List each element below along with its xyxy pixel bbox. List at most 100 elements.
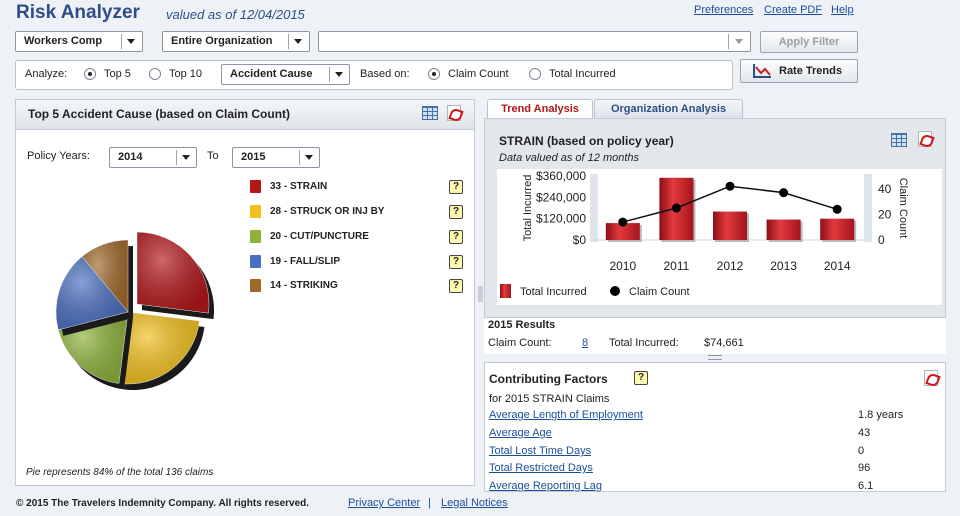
legend-label-strain: 33 - STRAIN xyxy=(270,181,328,192)
pdf-icon[interactable] xyxy=(924,370,938,386)
top10-label: Top 10 xyxy=(169,68,203,80)
bar-total-incurred xyxy=(605,223,640,240)
claim-count-label: Claim Count xyxy=(448,68,509,80)
bar-total-incurred xyxy=(766,219,801,240)
to-year-select[interactable]: 2015 xyxy=(232,147,320,168)
total-incurred-result-value: $74,661 xyxy=(704,337,744,349)
trend-chart-icon xyxy=(753,64,771,78)
line-of-business-select[interactable]: Workers Comp xyxy=(15,31,143,52)
from-year-select[interactable]: 2014 xyxy=(109,147,197,168)
legend-marker-claim-count xyxy=(610,286,620,296)
analyze-label: Analyze: xyxy=(25,68,68,80)
rate-trends-label: Rate Trends xyxy=(779,65,842,77)
grid-icon[interactable] xyxy=(891,133,907,147)
claim-count-result-link[interactable]: 8 xyxy=(582,337,589,349)
y-tick-label: $240,000 xyxy=(536,190,586,204)
pdf-icon[interactable] xyxy=(918,131,932,147)
dimension-value: Accident Cause xyxy=(230,68,313,80)
factor-link[interactable]: Total Restricted Days xyxy=(489,462,593,474)
contributing-factors-panel: Contributing Factors ? for 2015 STRAIN C… xyxy=(484,362,946,492)
y-right-tick-label: 0 xyxy=(878,233,885,247)
pie-highlight xyxy=(137,232,210,314)
trend-chart: $0 $120,000 $240,000 $360,000 0 20 40 Total Inc… xyxy=(500,169,909,298)
factor-link[interactable]: Average Reporting Lag xyxy=(489,480,602,492)
top5-radio[interactable] xyxy=(84,68,96,80)
y-right-tick-label: 20 xyxy=(878,207,892,221)
help-link[interactable]: Help xyxy=(831,4,854,16)
tab-trend-analysis[interactable]: Trend Analysis xyxy=(487,99,593,119)
pie-highlight xyxy=(56,256,128,330)
help-icon[interactable]: ? xyxy=(449,279,463,293)
legend-label-claim-count: Claim Count xyxy=(629,286,690,298)
pdf-icon[interactable] xyxy=(447,105,461,121)
claim-count-radio[interactable] xyxy=(428,68,440,80)
y-tick-label: $120,000 xyxy=(536,212,586,226)
chevron-down-icon xyxy=(182,155,190,160)
help-icon[interactable]: ? xyxy=(449,255,463,269)
help-icon[interactable]: ? xyxy=(449,205,463,219)
legal-link[interactable]: Legal Notices xyxy=(441,497,508,509)
footer: © 2015 The Travelers Indemnity Company. … xyxy=(0,494,960,516)
policy-years-label: Policy Years: xyxy=(27,150,90,162)
bar-total-incurred xyxy=(713,211,747,240)
results-title: 2015 Results xyxy=(488,319,556,331)
claim-count-result-label: Claim Count: xyxy=(488,337,552,349)
legend-label-fall: 19 - FALL/SLIP xyxy=(270,256,341,267)
total-incurred-result-label: Total Incurred: xyxy=(609,337,679,349)
valued-as-of: valued as of 12/04/2015 xyxy=(166,7,305,22)
y-tick-label: $0 xyxy=(573,233,587,247)
to-label: To xyxy=(207,150,219,162)
copyright: © 2015 The Travelers Indemnity Company. … xyxy=(16,498,310,509)
organization-value: Entire Organization xyxy=(171,35,273,47)
total-incurred-label: Total Incurred xyxy=(549,68,616,80)
legend-label-cut: 20 - CUT/PUNCTURE xyxy=(270,231,369,242)
top10-radio[interactable] xyxy=(149,68,161,80)
x-tick-label: 2010 xyxy=(609,259,636,273)
tab-organization-analysis[interactable]: Organization Analysis xyxy=(594,99,743,118)
app-title: Risk Analyzer xyxy=(16,2,140,23)
legend-swatch-striking xyxy=(250,279,261,292)
y-right-tick-label: 40 xyxy=(878,182,892,196)
factor-value: 1.8 years xyxy=(858,409,904,421)
total-incurred-radio[interactable] xyxy=(529,68,541,80)
point-claim-count xyxy=(832,204,842,214)
trend-subtitle: Data valued as of 12 months xyxy=(499,152,640,164)
factor-link[interactable]: Average Length of Employment xyxy=(489,409,643,421)
help-icon[interactable]: ? xyxy=(449,180,463,194)
chevron-down-icon xyxy=(127,39,135,44)
pie-note: Pie represents 84% of the total 136 clai… xyxy=(26,467,214,478)
y-right-axis-title: Claim Count xyxy=(897,178,909,239)
top-causes-panel: Top 5 Accident Cause (based on Claim Cou… xyxy=(15,99,475,486)
help-icon[interactable]: ? xyxy=(634,371,648,385)
x-tick-label: 2012 xyxy=(717,259,744,273)
help-icon[interactable]: ? xyxy=(449,230,463,244)
legend-swatch-total-incurred xyxy=(500,284,511,298)
resize-handle[interactable] xyxy=(708,355,722,360)
legend-swatch-struck xyxy=(250,205,261,218)
apply-filter-button[interactable]: Apply Filter xyxy=(760,31,858,53)
create-pdf-link[interactable]: Create PDF xyxy=(764,4,823,16)
chevron-down-icon xyxy=(294,39,302,44)
legend-label-total-incurred: Total Incurred xyxy=(520,286,587,298)
factor-link[interactable]: Average Age xyxy=(489,427,552,439)
chevron-down-icon xyxy=(735,39,743,44)
results-section: 2015 Results Claim Count: 8 Total Incurr… xyxy=(484,318,946,354)
chevron-down-icon xyxy=(305,155,313,160)
dimension-select[interactable]: Accident Cause xyxy=(221,64,350,85)
factor-value: 96 xyxy=(858,462,871,474)
rate-trends-button[interactable]: Rate Trends xyxy=(740,59,858,83)
sub-filter-select[interactable] xyxy=(318,31,751,52)
preferences-link[interactable]: Preferences xyxy=(694,4,754,16)
grid-icon[interactable] xyxy=(422,106,438,120)
pie-chart[interactable] xyxy=(46,212,246,412)
privacy-link[interactable]: Privacy Center xyxy=(348,497,421,509)
legend-label-striking: 14 - STRIKING xyxy=(270,280,338,291)
footer-separator: | xyxy=(428,497,431,509)
organization-select[interactable]: Entire Organization xyxy=(162,31,310,52)
factor-link[interactable]: Total Lost Time Days xyxy=(489,445,592,457)
panel-splitter[interactable] xyxy=(478,286,483,302)
bar-total-incurred xyxy=(820,218,855,240)
contributing-title: Contributing Factors xyxy=(489,372,608,386)
line-of-business-value: Workers Comp xyxy=(24,35,103,47)
point-claim-count xyxy=(725,181,735,191)
